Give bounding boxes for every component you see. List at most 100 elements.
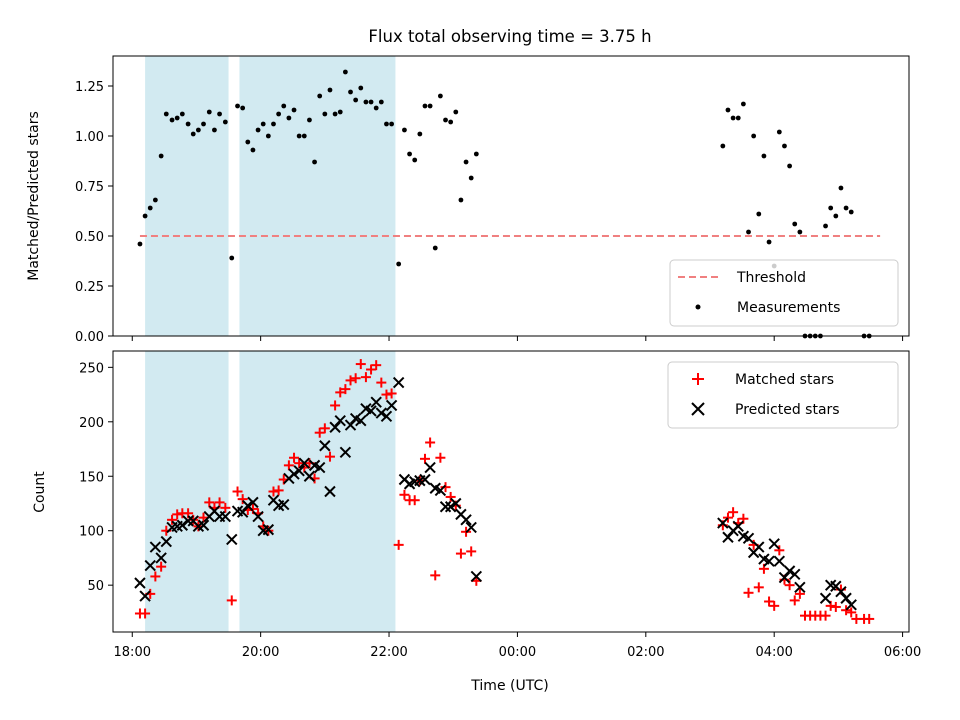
measurement-point [260, 121, 266, 127]
measurement-point [301, 133, 307, 139]
legend-measurements-swatch [695, 304, 701, 310]
matched-star-point [794, 588, 805, 599]
predicted-star-point [470, 570, 483, 583]
matched-star-point [440, 482, 451, 493]
measurement-point [358, 85, 364, 91]
y-axis-label-count: Count [32, 471, 48, 513]
predicted-star-point [380, 410, 393, 423]
predicted-star-point [160, 535, 172, 548]
measurement-point [735, 115, 741, 121]
measurement-point [720, 143, 726, 149]
matched-star-point [150, 571, 161, 582]
measurement-point [235, 103, 240, 109]
predicted-star-point [392, 376, 405, 389]
predicted-star-point [262, 523, 275, 536]
predicted-star-point [226, 533, 238, 546]
axes-frame [112, 350, 910, 633]
measurement-point [286, 115, 292, 121]
measurement-point [222, 119, 228, 125]
matched-star-point [393, 539, 404, 550]
legend-top: Threshold Measurements [669, 259, 899, 327]
matched-star-point [350, 373, 361, 384]
ratio-panel: 0.00 0.25 0.50 0.75 1.00 1.25 [75, 55, 910, 345]
measurement-point [363, 99, 369, 105]
measurement-point [432, 245, 438, 251]
y-tick-label: 0.50 [75, 230, 104, 245]
matched-star-point [445, 491, 456, 502]
matched-star-point [226, 595, 237, 606]
predicted-star-point [298, 457, 311, 469]
matched-star-point [220, 502, 231, 513]
matched-star-point [409, 495, 420, 506]
plot-area [139, 56, 881, 336]
measurement-point [142, 213, 148, 219]
measurement-point [229, 255, 235, 261]
measurement-point [147, 205, 153, 211]
matched-star-point [466, 546, 477, 557]
legend-predicted-swatch [691, 402, 705, 416]
legend-bottom: Matched stars Predicted stars [667, 361, 899, 429]
matched-star-point [345, 375, 356, 386]
measurement-point [337, 109, 343, 115]
measurement-point [152, 197, 158, 203]
measurement-point [787, 163, 792, 169]
predicted-star-point [789, 568, 801, 580]
x-tick-label: 00:00 [499, 645, 536, 660]
predicted-star-point [365, 405, 377, 417]
measurement-point [281, 103, 287, 109]
measurement-point [792, 221, 798, 227]
predicted-star-point [219, 510, 232, 523]
legend-matched-swatch [692, 373, 704, 385]
measurement-point [312, 159, 317, 165]
predicted-star-point [385, 399, 398, 412]
measurement-point [240, 105, 246, 111]
measurement-point [412, 157, 418, 163]
legend-measurements-label: Measurements [737, 300, 840, 316]
measurement-point [402, 127, 407, 133]
matched-star-point [455, 548, 466, 559]
y-tick-label: 1.25 [75, 80, 104, 95]
matched-star-point [419, 453, 430, 464]
matched-star-point [820, 610, 831, 621]
measurement-point [276, 111, 282, 117]
predicted-star-point [334, 414, 346, 427]
matched-star-point [319, 423, 330, 434]
predicted-star-point [144, 559, 156, 572]
predicted-star-point [288, 468, 300, 480]
measurement-point [332, 111, 338, 117]
matched-star-point [156, 561, 167, 572]
predicted-star-point [845, 599, 857, 611]
matched-star-point [214, 497, 225, 508]
predicted-star-point [794, 581, 806, 594]
measurement-point [427, 103, 433, 109]
measurement-point [255, 127, 261, 133]
measurement-point [245, 139, 251, 145]
measurement-point [740, 101, 746, 107]
y-axis-label-ratio: Matched/Predicted stars [26, 111, 42, 281]
matched-star-point [283, 460, 294, 471]
measurement-point [195, 127, 201, 133]
predicted-star-point [419, 473, 431, 486]
predicted-star-point [819, 592, 832, 604]
measurement-point [838, 185, 844, 191]
observing-interval [145, 351, 229, 632]
measurement-point [756, 211, 762, 217]
measurement-point [437, 93, 443, 99]
measurement-point [348, 89, 353, 95]
measurement-point [725, 107, 731, 113]
matched-star-point [753, 582, 764, 593]
x-tick-label: 06:00 [884, 645, 921, 660]
matched-star-point [386, 388, 397, 399]
observing-interval [239, 351, 396, 632]
measurement-point [158, 153, 164, 159]
matched-star-point [237, 494, 248, 505]
measurement-point [473, 151, 479, 157]
predicted-star-point [176, 519, 189, 531]
matched-star-point [728, 507, 739, 518]
measurement-point [761, 153, 767, 159]
x-tick-label: 22:00 [370, 645, 407, 660]
predicted-star-point [424, 461, 436, 474]
predicted-star-point [773, 555, 786, 567]
matched-star-point [381, 389, 392, 400]
